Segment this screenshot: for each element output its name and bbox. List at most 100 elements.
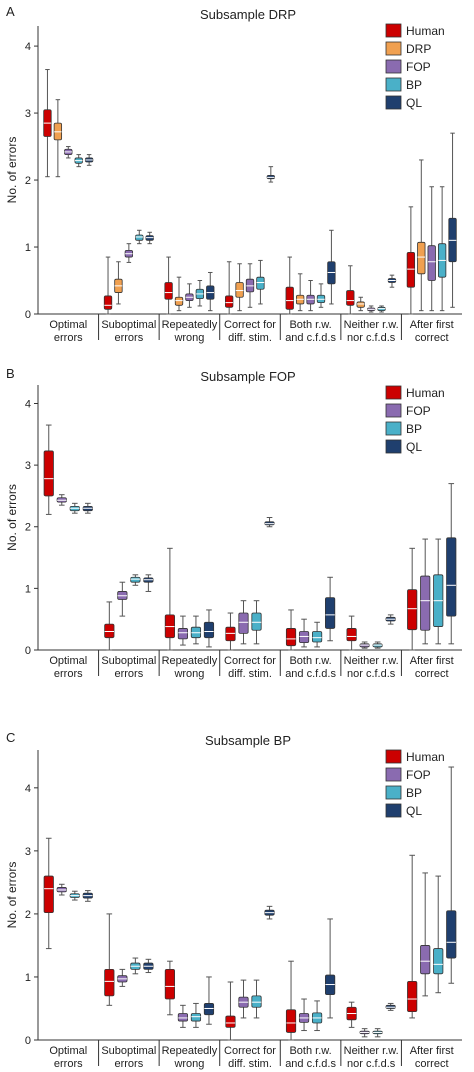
box: [285, 628, 297, 647]
box-bp: [190, 615, 202, 645]
box: [177, 1013, 189, 1022]
box-ql: [446, 766, 457, 984]
x-tick-label: After first correct: [410, 1045, 454, 1070]
y-tick-label: 0: [25, 309, 31, 321]
box: [190, 1013, 202, 1022]
box-human: [104, 601, 115, 651]
y-tick-label: 1: [25, 972, 31, 984]
box-bp: [256, 259, 265, 305]
y-tick-label: 1: [25, 242, 31, 254]
box: [235, 282, 244, 298]
legend-label: Human: [406, 386, 445, 400]
chart-panel-C: C Subsample BP No. of errors 0 1 2 3 4 Optimal er…: [5, 730, 462, 1070]
box-fop: [298, 998, 310, 1032]
legend-swatch: [385, 803, 402, 818]
box-human: [225, 981, 236, 1041]
box: [164, 282, 173, 300]
box-human: [104, 913, 115, 1006]
y-axis-label: No. of errors: [5, 137, 19, 204]
box: [407, 589, 418, 631]
box-human: [164, 547, 175, 651]
legend-swatch: [385, 785, 402, 800]
box: [325, 597, 336, 629]
legend-label: BP: [406, 786, 422, 800]
box: [417, 241, 426, 275]
y-tick-label: 2: [25, 175, 31, 187]
box: [43, 450, 54, 497]
box: [311, 631, 323, 643]
box-bp: [69, 890, 80, 901]
box: [104, 968, 115, 997]
box: [103, 295, 113, 310]
box-bp: [437, 186, 447, 312]
box-fop: [56, 883, 67, 896]
legend-swatch: [385, 767, 402, 782]
legend-swatch: [385, 95, 402, 110]
box: [346, 628, 357, 642]
box: [135, 234, 144, 241]
x-tick-label: After first correct: [410, 655, 454, 680]
box: [256, 276, 265, 290]
box: [174, 296, 184, 306]
box-human: [285, 256, 294, 315]
box-bp: [433, 538, 444, 645]
box-ql: [143, 958, 154, 974]
box: [225, 295, 234, 308]
box-ql: [325, 576, 336, 642]
box-ql: [446, 483, 457, 645]
panel-label: B: [6, 366, 15, 381]
box: [251, 995, 262, 1008]
y-tick-label: 4: [25, 398, 31, 410]
box-drp: [174, 276, 184, 312]
box: [298, 631, 310, 644]
y-axis-label: No. of errors: [5, 484, 19, 551]
x-tick-label: Correct for diff. stim.: [224, 655, 276, 680]
legend-swatch: [385, 59, 402, 74]
box: [203, 621, 215, 639]
box-ql: [206, 271, 215, 312]
box-fop: [185, 283, 194, 308]
box: [238, 612, 249, 634]
legend-swatch: [385, 41, 402, 56]
legend-swatch: [385, 421, 402, 436]
box-human: [407, 547, 418, 651]
box-ql: [82, 890, 93, 902]
box-human: [285, 609, 297, 651]
box-ql: [145, 231, 154, 245]
x-tick-label: Repeatedly wrong: [162, 1045, 218, 1070]
x-tick-label: Suboptimal errors: [101, 319, 156, 344]
box-ql: [387, 274, 397, 288]
box-bp: [135, 229, 144, 245]
box-human: [225, 261, 234, 315]
legend-label: QL: [406, 96, 422, 110]
chart-panel-B: B Subsample FOP No. of errors 0 1 2 3 4 Optimal e…: [5, 366, 462, 680]
box: [164, 968, 175, 1000]
legend-label: FOP: [406, 404, 431, 418]
legend-label: DRP: [406, 42, 431, 56]
legend-label: BP: [406, 78, 422, 92]
x-tick-label: Suboptimal errors: [101, 655, 156, 680]
legend-label: FOP: [406, 768, 431, 782]
box-human: [43, 424, 54, 515]
box: [130, 576, 141, 583]
box-bp: [372, 1028, 383, 1038]
box-bp: [433, 875, 444, 994]
x-tick-label: Optimal errors: [49, 655, 87, 680]
box: [203, 1003, 215, 1016]
box: [446, 910, 457, 959]
box-human: [225, 612, 236, 651]
box-drp: [114, 261, 123, 305]
box-fop: [238, 979, 249, 1019]
legend-label: Human: [406, 750, 445, 764]
box-fop: [427, 186, 436, 312]
box-fop: [64, 146, 73, 159]
box-bp: [377, 305, 386, 313]
legend-label: BP: [406, 422, 422, 436]
box-ql: [143, 574, 154, 592]
y-tick-label: 3: [25, 108, 31, 120]
x-tick-label: Optimal errors: [49, 1045, 87, 1070]
box-ql: [327, 229, 336, 305]
box: [406, 251, 416, 288]
x-tick-label: Both r.w. and c.f.d.s: [285, 655, 336, 680]
